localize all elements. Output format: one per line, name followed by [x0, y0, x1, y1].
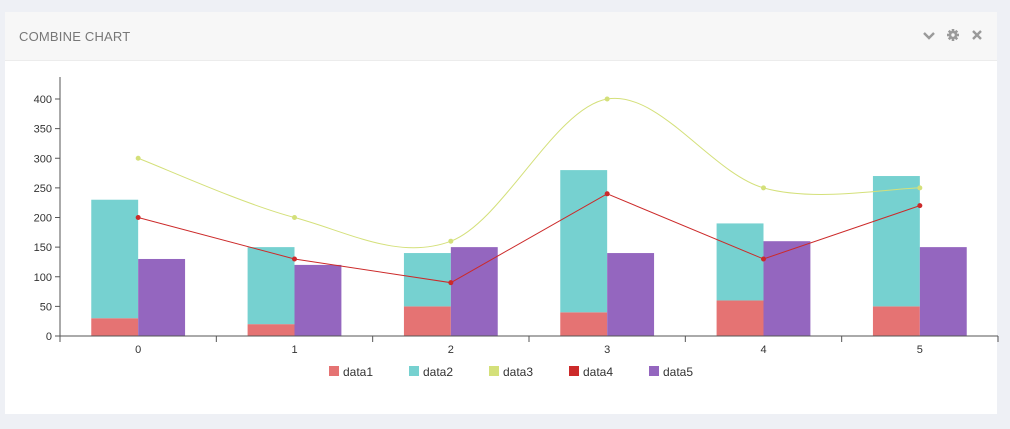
bar-data5-2	[450, 247, 498, 336]
bar-data1-2	[403, 306, 451, 336]
y-tick-label-350: 350	[34, 124, 52, 136]
bar-data5-0	[138, 258, 186, 336]
line-data3	[137, 97, 920, 249]
legend-label-data3: data3	[503, 365, 533, 379]
point-data3-3	[604, 96, 610, 102]
bar-data2-3	[560, 170, 608, 313]
legend-swatch-data1	[329, 366, 339, 376]
panel-title: COMBINE CHART	[19, 29, 131, 44]
legend-swatch-data3	[489, 366, 499, 376]
chart-panel: COMBINE CHART	[5, 12, 997, 414]
bar-data2-0	[91, 199, 139, 319]
point-data4-0	[135, 215, 141, 220]
legend-label-data4: data4	[583, 365, 613, 379]
chevron-down-icon[interactable]	[922, 26, 938, 44]
legend-item-data2[interactable]: data2	[409, 365, 453, 379]
point-data4-4	[761, 256, 766, 262]
bar-data1-5	[872, 306, 920, 336]
point-data4-1	[292, 256, 297, 262]
legend-item-data3[interactable]: data3	[489, 365, 533, 379]
y-tick-label-0: 0	[46, 331, 52, 343]
y-tick-label-50: 50	[40, 301, 52, 313]
legend-swatch-data5	[649, 366, 659, 376]
legend-item-data1[interactable]: data1	[329, 365, 373, 379]
x-tick-label-3: 3	[604, 344, 610, 356]
panel-header: COMBINE CHART	[5, 12, 997, 61]
bar-data2-2	[403, 253, 451, 307]
legend-label-data1: data1	[343, 365, 373, 379]
x-tick-label-0: 0	[135, 344, 141, 356]
y-tick-label-150: 150	[34, 242, 52, 254]
bar-data1-1	[247, 324, 295, 336]
y-tick-label-100: 100	[34, 272, 52, 284]
bar-data5-5	[919, 247, 967, 336]
legend-swatch-data2	[409, 366, 419, 376]
x-tick-label-5: 5	[917, 344, 923, 356]
y-tick-label-200: 200	[34, 213, 52, 225]
y-tick-label-250: 250	[34, 183, 52, 195]
bar-data1-3	[560, 312, 608, 336]
bar-data1-0	[91, 318, 139, 336]
point-data4-5	[917, 203, 923, 209]
point-data3-2	[448, 238, 454, 244]
gear-icon[interactable]	[946, 26, 962, 44]
x-tick-label-1: 1	[291, 344, 297, 356]
x-tick-label-2: 2	[448, 344, 454, 356]
x-tick-label-4: 4	[760, 344, 766, 356]
close-icon[interactable]	[970, 26, 986, 44]
legend-item-data4[interactable]: data4	[569, 365, 613, 379]
legend-swatch-data4	[569, 366, 579, 376]
legend-label-data5: data5	[663, 365, 693, 379]
legend-label-data2: data2	[423, 365, 453, 379]
bar-data1-4	[716, 300, 764, 336]
bar-data2-5	[872, 176, 920, 307]
point-data3-0	[135, 155, 141, 161]
y-tick-label-400: 400	[34, 94, 52, 106]
point-data4-2	[448, 280, 454, 286]
bar-data2-1	[247, 247, 295, 325]
point-data3-4	[761, 185, 766, 191]
line-data4	[138, 193, 920, 284]
y-tick-label-300: 300	[34, 153, 52, 165]
point-data3-5	[917, 185, 923, 191]
legend-item-data5[interactable]: data5	[649, 365, 693, 379]
bar-data2-4	[716, 223, 764, 301]
bar-data5-1	[294, 264, 342, 336]
point-data3-1	[292, 215, 297, 220]
bar-data5-4	[763, 241, 811, 336]
point-data4-3	[604, 191, 610, 197]
bar-data5-3	[607, 253, 655, 336]
